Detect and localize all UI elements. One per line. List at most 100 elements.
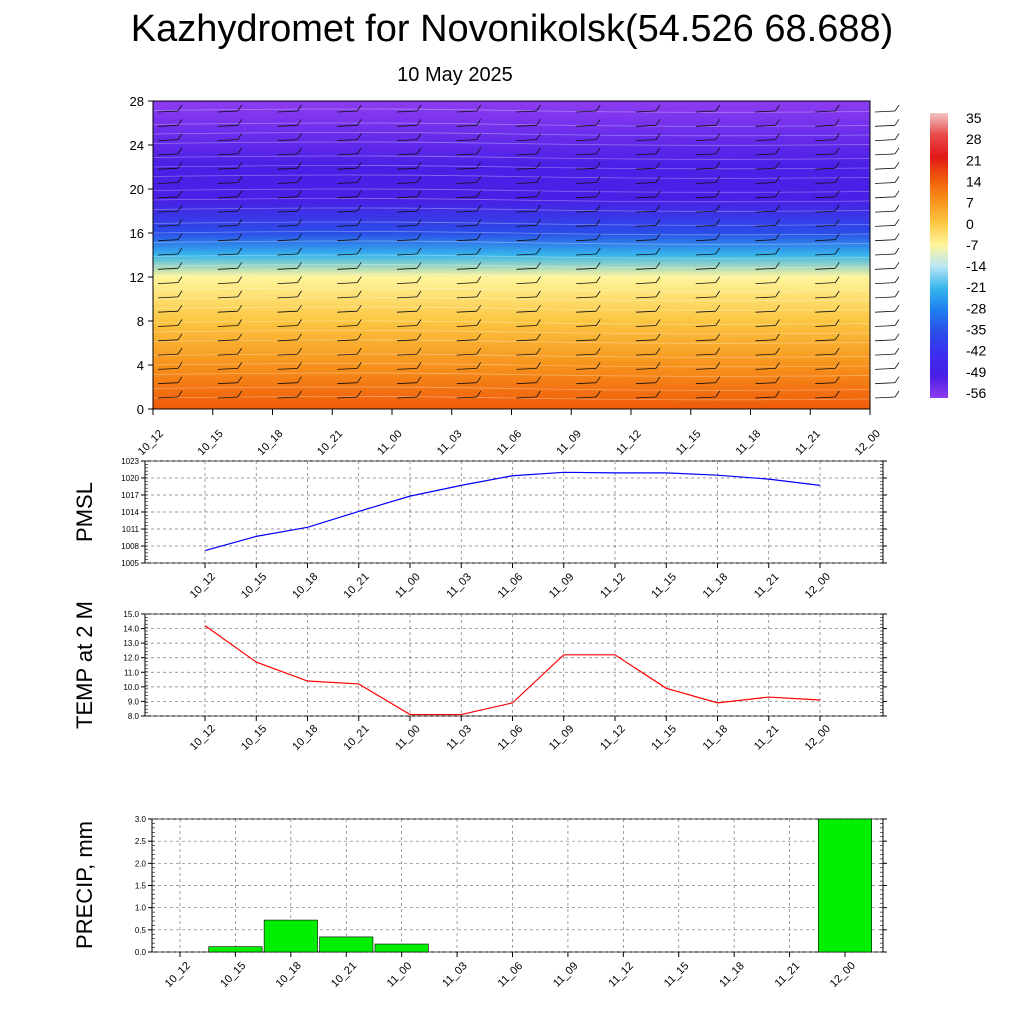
y-tick-label: 2.0 bbox=[135, 859, 147, 868]
x-tick-label: 10_21 bbox=[342, 571, 372, 601]
x-tick-label: 11_00 bbox=[375, 428, 405, 458]
wind-barb bbox=[396, 161, 422, 170]
contour-line bbox=[152, 254, 871, 259]
wind-barb bbox=[576, 176, 601, 184]
wind-barb bbox=[815, 147, 840, 156]
wind-barb bbox=[874, 119, 900, 127]
x-tick-label: 10_12 bbox=[163, 960, 193, 990]
wind-barb bbox=[157, 376, 183, 385]
y-tick-label: 20 bbox=[130, 182, 144, 197]
wind-barb bbox=[277, 362, 302, 370]
wind-barb bbox=[635, 104, 661, 113]
wind-barb bbox=[695, 304, 721, 313]
wind-barb bbox=[695, 190, 721, 199]
colorbar-label: 21 bbox=[966, 152, 982, 168]
x-tick-label: 11_18 bbox=[701, 571, 731, 601]
wind-barb bbox=[157, 104, 183, 113]
wind-barb bbox=[456, 319, 482, 327]
y-tick-label: 0 bbox=[137, 402, 144, 417]
wind-barb bbox=[396, 262, 422, 270]
wind-barb bbox=[157, 176, 183, 184]
wind-barb bbox=[695, 133, 721, 141]
contour-line bbox=[152, 132, 871, 137]
wind-barb bbox=[516, 290, 541, 299]
y-axis-label: TEMP at 2 M bbox=[72, 601, 97, 729]
wind-barb bbox=[755, 233, 780, 242]
wind-barb bbox=[396, 119, 422, 127]
contour-line bbox=[152, 264, 871, 269]
wind-barb bbox=[516, 204, 541, 213]
y-tick-label: 14.0 bbox=[123, 625, 139, 634]
wind-barb bbox=[157, 119, 183, 127]
wind-barb bbox=[337, 161, 362, 170]
wind-barb bbox=[456, 247, 482, 256]
wind-barb bbox=[217, 362, 243, 370]
y-tick-label: 1.0 bbox=[135, 904, 147, 913]
wind-barb bbox=[157, 147, 183, 156]
y-tick-label: 1017 bbox=[121, 491, 139, 500]
wind-barb bbox=[456, 347, 482, 356]
wind-barb bbox=[815, 247, 840, 256]
wind-barb bbox=[516, 233, 541, 242]
wind-barb bbox=[396, 219, 422, 227]
wind-barb bbox=[695, 119, 721, 127]
wind-barb bbox=[755, 133, 780, 141]
wind-barb bbox=[695, 319, 721, 327]
wind-barb bbox=[815, 204, 840, 213]
wind-barb bbox=[157, 333, 183, 342]
wind-barb bbox=[277, 319, 302, 327]
wind-barb bbox=[695, 204, 721, 213]
contour-line bbox=[152, 396, 871, 401]
colorbar-label: -42 bbox=[966, 343, 986, 359]
wind-barb bbox=[815, 362, 840, 370]
wind-barb bbox=[337, 390, 362, 399]
wind-barb bbox=[337, 247, 362, 256]
wind-barb bbox=[337, 133, 362, 141]
wind-barb bbox=[695, 333, 721, 342]
x-tick-label: 11_21 bbox=[793, 428, 823, 458]
precip-bar bbox=[374, 943, 429, 953]
wind-barb bbox=[456, 276, 482, 284]
wind-barb bbox=[755, 290, 780, 299]
x-tick-label: 11_06 bbox=[496, 571, 526, 601]
wind-barb bbox=[874, 219, 900, 227]
wind-barb bbox=[635, 319, 661, 327]
wind-barb bbox=[874, 362, 900, 370]
wind-barb bbox=[456, 119, 482, 127]
wind-barb bbox=[456, 290, 482, 299]
contour-line bbox=[152, 386, 871, 391]
wind-barb bbox=[576, 276, 601, 284]
x-tick-label: 11_03 bbox=[444, 571, 474, 601]
wind-barb bbox=[516, 376, 541, 385]
wind-barb bbox=[157, 233, 183, 242]
wind-barb bbox=[516, 161, 541, 170]
wind-barb bbox=[695, 176, 721, 184]
wind-barb bbox=[456, 333, 482, 342]
wind-barb bbox=[755, 176, 780, 184]
wind-barb bbox=[874, 161, 900, 170]
wind-barb bbox=[337, 176, 362, 184]
contour-line bbox=[152, 221, 871, 226]
wind-barb bbox=[277, 304, 302, 313]
wind-barb bbox=[755, 376, 780, 385]
wind-barb bbox=[874, 176, 900, 184]
wind-barb bbox=[516, 390, 541, 399]
y-tick-label: 0.5 bbox=[135, 926, 147, 935]
wind-barb bbox=[516, 347, 541, 356]
wind-barb bbox=[337, 347, 362, 356]
wind-barb bbox=[635, 262, 661, 270]
contour-line bbox=[152, 287, 871, 292]
wind-barb bbox=[695, 147, 721, 156]
wind-barb bbox=[874, 290, 900, 299]
colorbar-label: 28 bbox=[966, 131, 982, 147]
colorbar-label: -56 bbox=[966, 385, 986, 401]
wind-barb bbox=[157, 304, 183, 313]
wind-barb bbox=[635, 147, 661, 156]
wind-barb bbox=[396, 319, 422, 327]
wind-barb bbox=[755, 104, 780, 113]
x-tick-label: 10_21 bbox=[315, 428, 345, 458]
x-tick-label: 11_00 bbox=[393, 571, 423, 601]
wind-barb bbox=[516, 319, 541, 327]
wind-barb bbox=[396, 190, 422, 199]
colorbar-label: -7 bbox=[966, 237, 979, 253]
